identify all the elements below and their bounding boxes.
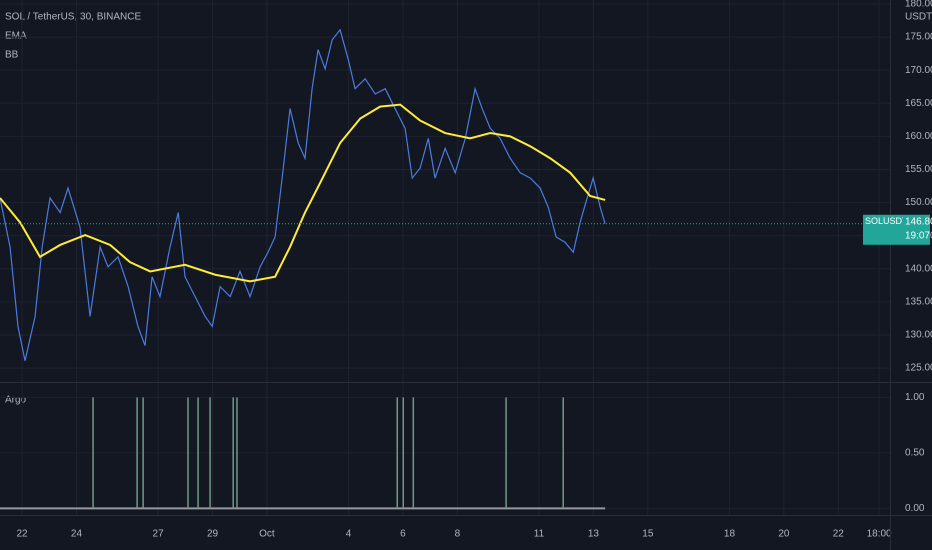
x-tick-label: 4 [346, 529, 352, 540]
y-tick-label: 170.00 [905, 65, 932, 76]
y-tick-label: 140.00 [905, 263, 932, 274]
chart-title: SOL / TetherUS, 30, BINANCE [5, 12, 141, 23]
x-tick-label: 20 [778, 529, 790, 540]
series-line [0, 28, 606, 361]
price-tag-value: 146.80 [905, 216, 932, 227]
x-tick-label: 24 [71, 529, 83, 540]
series-line [0, 103, 606, 283]
x-tick-label: 27 [153, 529, 165, 540]
y-tick-label: 130.00 [905, 330, 932, 341]
y-unit: USDT [905, 12, 932, 23]
y-tick-label: 155.00 [905, 164, 932, 175]
y-tick-label: 125.00 [905, 363, 932, 374]
x-tick-label: 6 [400, 529, 406, 540]
x-tick-label: 22 [16, 529, 28, 540]
x-tick-label: 29 [207, 529, 219, 540]
y-tick-label: 165.00 [905, 98, 932, 109]
x-tick-label: 22 [833, 529, 845, 540]
x-tick-label: 15 [642, 529, 654, 540]
legend-ema: EMA [5, 31, 27, 42]
x-tick-label: 13 [588, 529, 600, 540]
legend-bb: BB [5, 50, 19, 61]
y-tick-label: 135.00 [905, 297, 932, 308]
price-tag-value-bg [903, 214, 930, 245]
y-tick-label: 150.00 [905, 197, 932, 208]
price-tag-name: SOLUSDT [865, 216, 908, 226]
y-tick-label: 160.00 [905, 131, 932, 142]
y-tick-label: 180.00 [905, 0, 932, 10]
price-tag-countdown: 19:07 [905, 230, 930, 241]
x-tick-label: 18:00 [867, 529, 892, 540]
y-tick-label: 175.00 [905, 32, 932, 43]
x-tick-label: 18 [724, 529, 736, 540]
y-tick-label: 0.50 [905, 448, 925, 459]
price-tag [863, 214, 903, 245]
indicator-title: Argo [5, 395, 27, 406]
y-tick-label: 0.00 [905, 503, 925, 514]
x-tick-label: Oct [259, 529, 275, 540]
y-tick-label: 1.00 [905, 392, 925, 403]
x-tick-label: 11 [534, 529, 545, 540]
x-tick-label: 8 [455, 529, 461, 540]
